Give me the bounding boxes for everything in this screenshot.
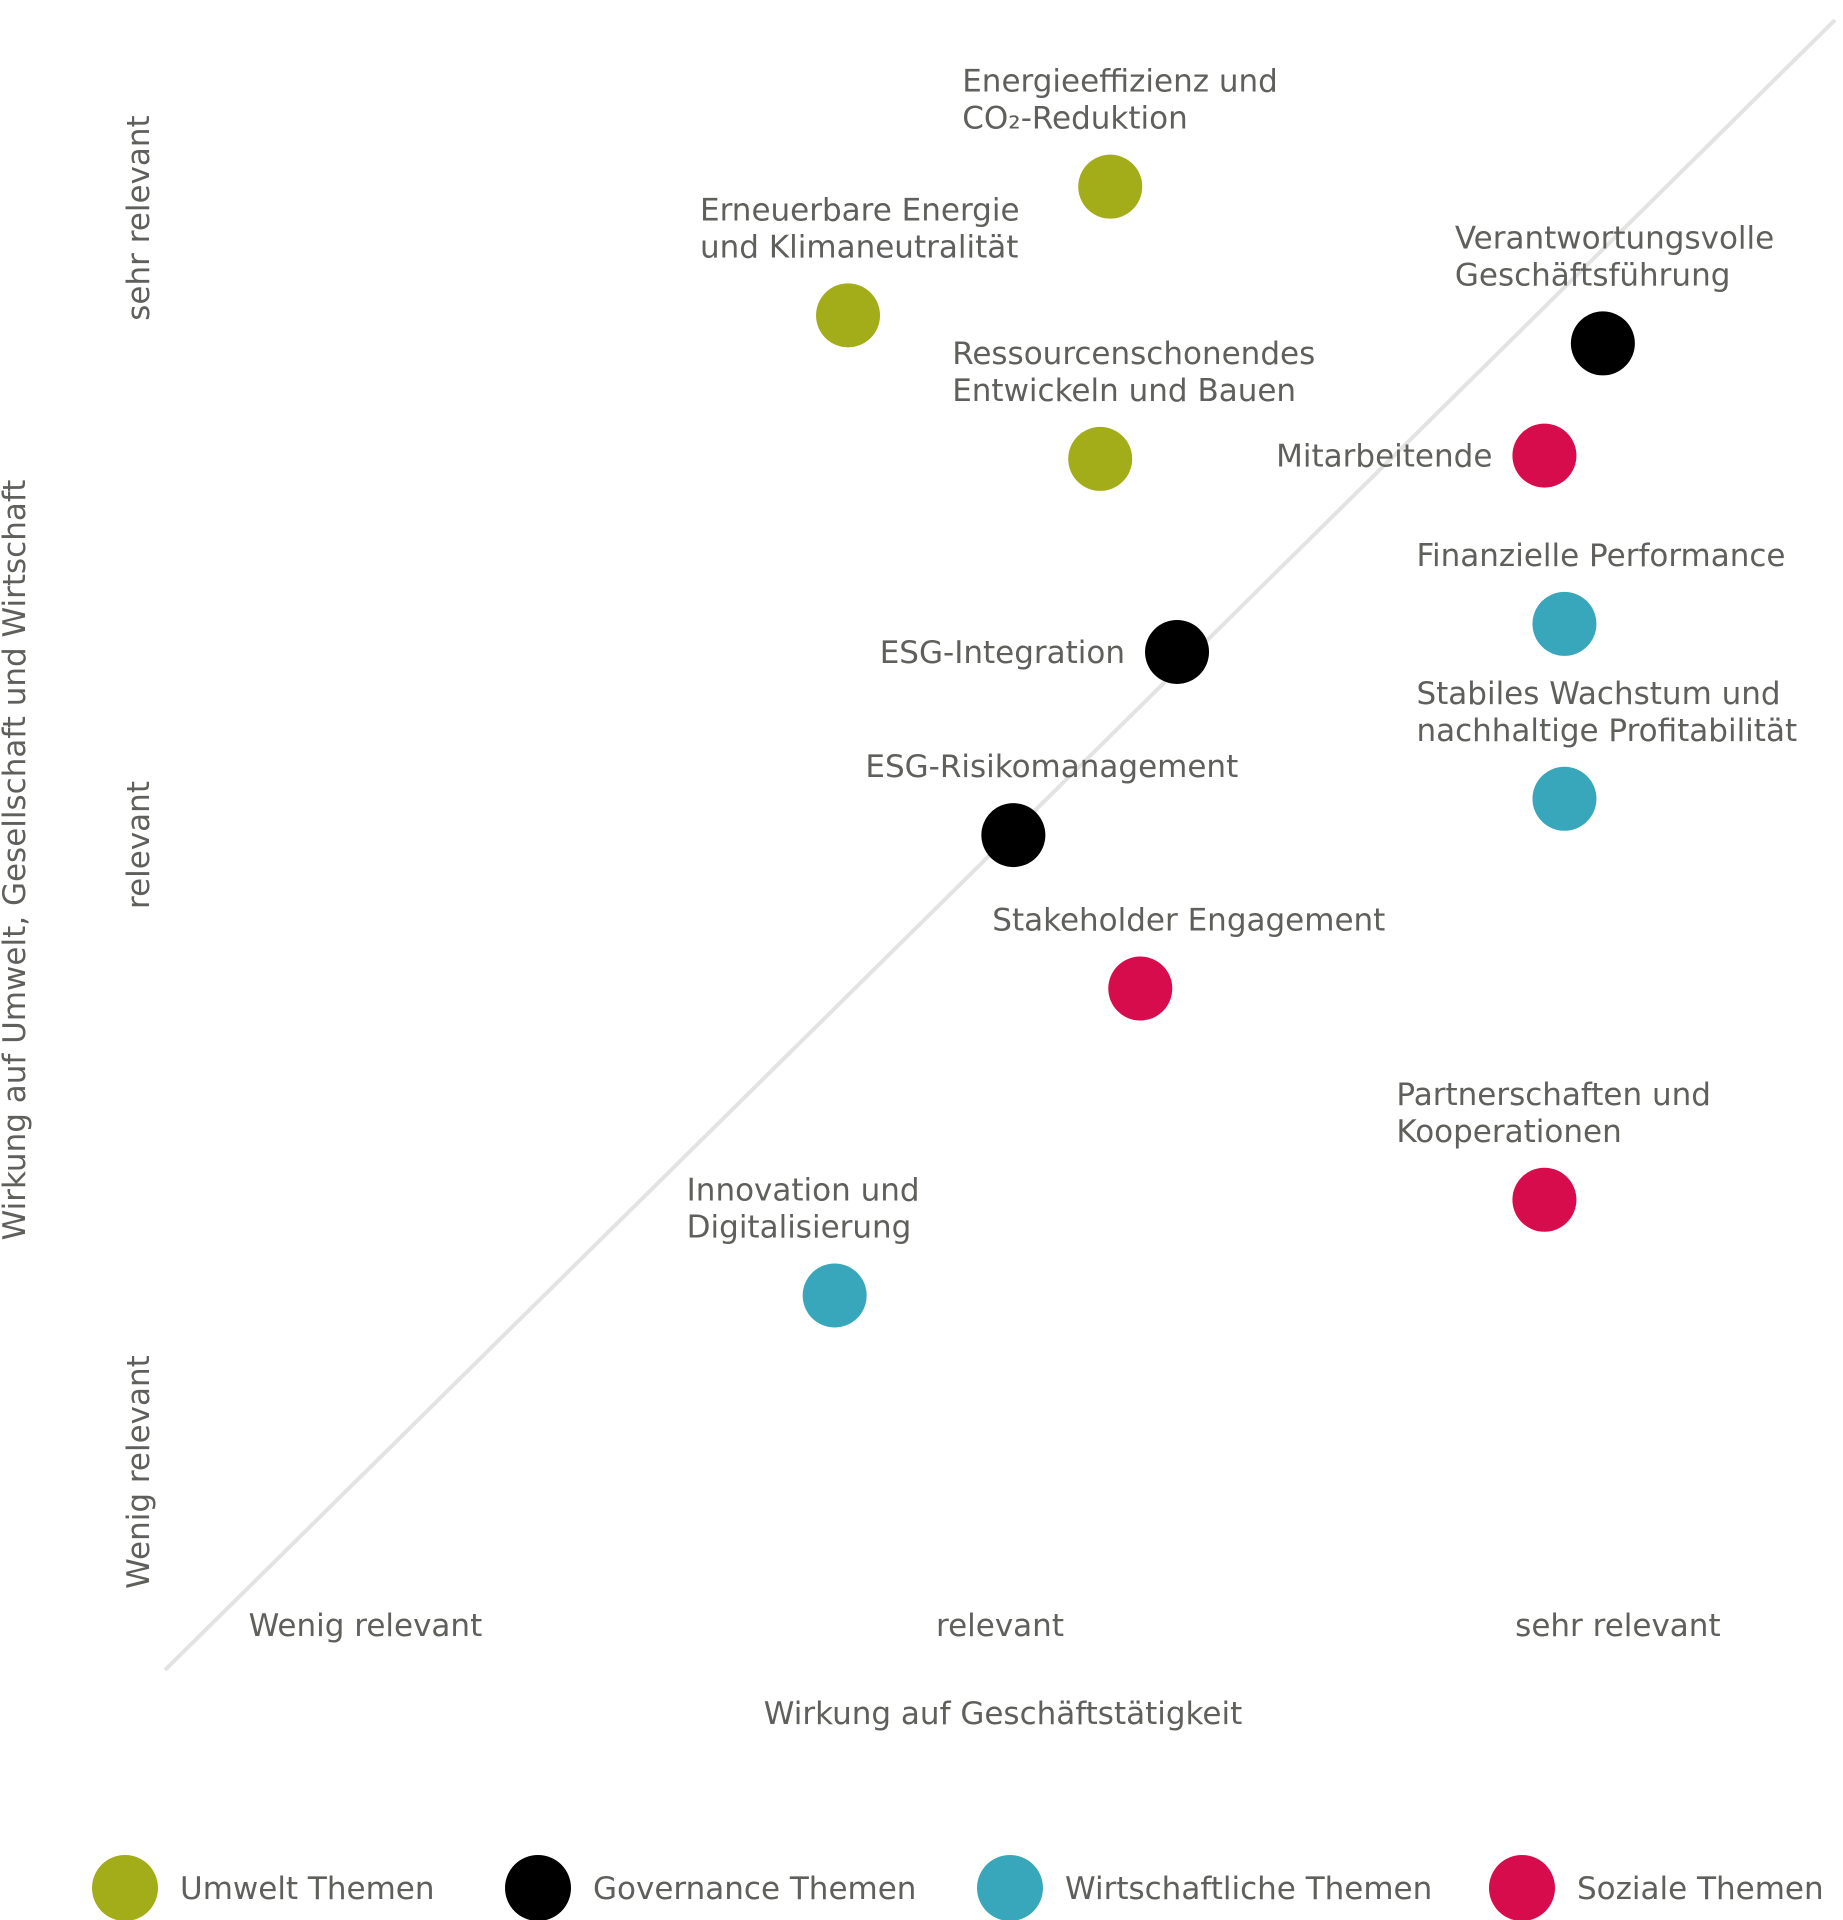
- point-label-innovation-und-digitalisierung-line-1: Innovation und: [687, 1172, 920, 1208]
- point-label-esg-risikomanagement: ESG-Risikomanagement: [865, 749, 1238, 785]
- point-stabiles-wachstum-und-nachhaltige-profitabilit-t: [1532, 766, 1597, 831]
- point-finanzielle-performance: [1532, 591, 1597, 656]
- point-innovation-und-digitalisierung: [802, 1263, 867, 1328]
- y-tick-label-wenig-relevant: Wenig relevant: [121, 1355, 157, 1589]
- point-mitarbeitende: [1512, 423, 1577, 488]
- legend-swatch-umwelt-themen: [92, 1855, 158, 1920]
- legend-swatch-governance-themen: [505, 1855, 571, 1920]
- point-label-stakeholder-engagement: Stakeholder Engagement: [992, 903, 1385, 939]
- point-label-partnerschaften-und-kooperationen-line-1: Partnerschaften und: [1396, 1077, 1711, 1113]
- x-tick-label-relevant: relevant: [936, 1608, 1064, 1644]
- legend-label-wirtschaftliche-themen: Wirtschaftliche Themen: [1065, 1871, 1432, 1907]
- x-axis-title: Wirkung auf Geschäftstätigkeit: [764, 1696, 1242, 1732]
- point-verantwortungsvolle-gesch-ftsf-hrung: [1570, 311, 1635, 376]
- point-label-mitarbeitende: Mitarbeitende: [1276, 439, 1492, 475]
- point-label-ressourcenschonendes-entwickeln-und-bauen-line-2: Entwickeln und Bauen: [952, 373, 1296, 409]
- point-energieeffizienz-und-co-reduktion: [1078, 154, 1143, 219]
- point-label-ressourcenschonendes-entwickeln-und-bauen-line-1: Ressourcenschonendes: [952, 336, 1315, 372]
- point-label-innovation-und-digitalisierung-line-2: Digitalisierung: [687, 1209, 912, 1245]
- legend-swatch-wirtschaftliche-themen: [977, 1855, 1043, 1920]
- point-label-energieeffizienz-und-co-reduktion-line-1: Energieeffizienz und: [962, 64, 1278, 100]
- legend: Umwelt Themen Governance Themen Wirtschaft…: [92, 1855, 1824, 1920]
- legend-label-governance-themen: Governance Themen: [593, 1871, 916, 1907]
- x-axis-ticks: Wenig relevant relevant sehr relevant: [249, 1608, 1721, 1644]
- point-label-erneuerbare-energie-und-klimaneutralit-t-line-1: Erneuerbare Energie: [700, 192, 1020, 228]
- point-label-finanzielle-performance: Finanzielle Performance: [1416, 538, 1785, 574]
- y-axis-title: Wirkung auf Umwelt, Gesellschaft und Wir…: [0, 480, 33, 1241]
- legend-label-soziale-themen: Soziale Themen: [1577, 1871, 1824, 1907]
- point-esg-integration: [1145, 619, 1210, 684]
- point-ressourcenschonendes-entwickeln-und-bauen: [1068, 426, 1133, 491]
- x-tick-label-sehr-relevant: sehr relevant: [1515, 1608, 1720, 1644]
- point-label-esg-integration: ESG-Integration: [880, 635, 1125, 671]
- y-tick-label-relevant: relevant: [121, 781, 157, 909]
- y-axis-ticks: Wenig relevant relevant sehr relevant: [121, 115, 157, 1589]
- x-tick-label-wenig-relevant: Wenig relevant: [249, 1608, 483, 1644]
- point-label-partnerschaften-und-kooperationen-line-2: Kooperationen: [1396, 1114, 1621, 1150]
- y-tick-label-sehr-relevant: sehr relevant: [121, 115, 157, 320]
- point-label-erneuerbare-energie-und-klimaneutralit-t-line-2: und Klimaneutralität: [700, 229, 1018, 265]
- point-esg-risikomanagement: [981, 803, 1046, 868]
- legend-swatch-soziale-themen: [1489, 1855, 1555, 1920]
- legend-label-umwelt-themen: Umwelt Themen: [180, 1871, 435, 1907]
- point-label-verantwortungsvolle-gesch-ftsf-hrung-line-1: Verantwortungsvolle: [1455, 220, 1774, 256]
- point-erneuerbare-energie-und-klimaneutralit-t: [816, 283, 881, 348]
- point-label-verantwortungsvolle-gesch-ftsf-hrung-line-2: Geschäftsführung: [1455, 257, 1731, 293]
- point-label-stabiles-wachstum-und-nachhaltige-profitabilit-t-line-1: Stabiles Wachstum und: [1416, 676, 1780, 712]
- point-partnerschaften-und-kooperationen: [1512, 1167, 1577, 1232]
- point-label-energieeffizienz-und-co-reduktion-line-2: CO₂-Reduktion: [962, 101, 1188, 137]
- point-stakeholder-engagement: [1108, 956, 1173, 1021]
- point-label-stabiles-wachstum-und-nachhaltige-profitabilit-t-line-2: nachhaltige Profitabilität: [1416, 713, 1797, 749]
